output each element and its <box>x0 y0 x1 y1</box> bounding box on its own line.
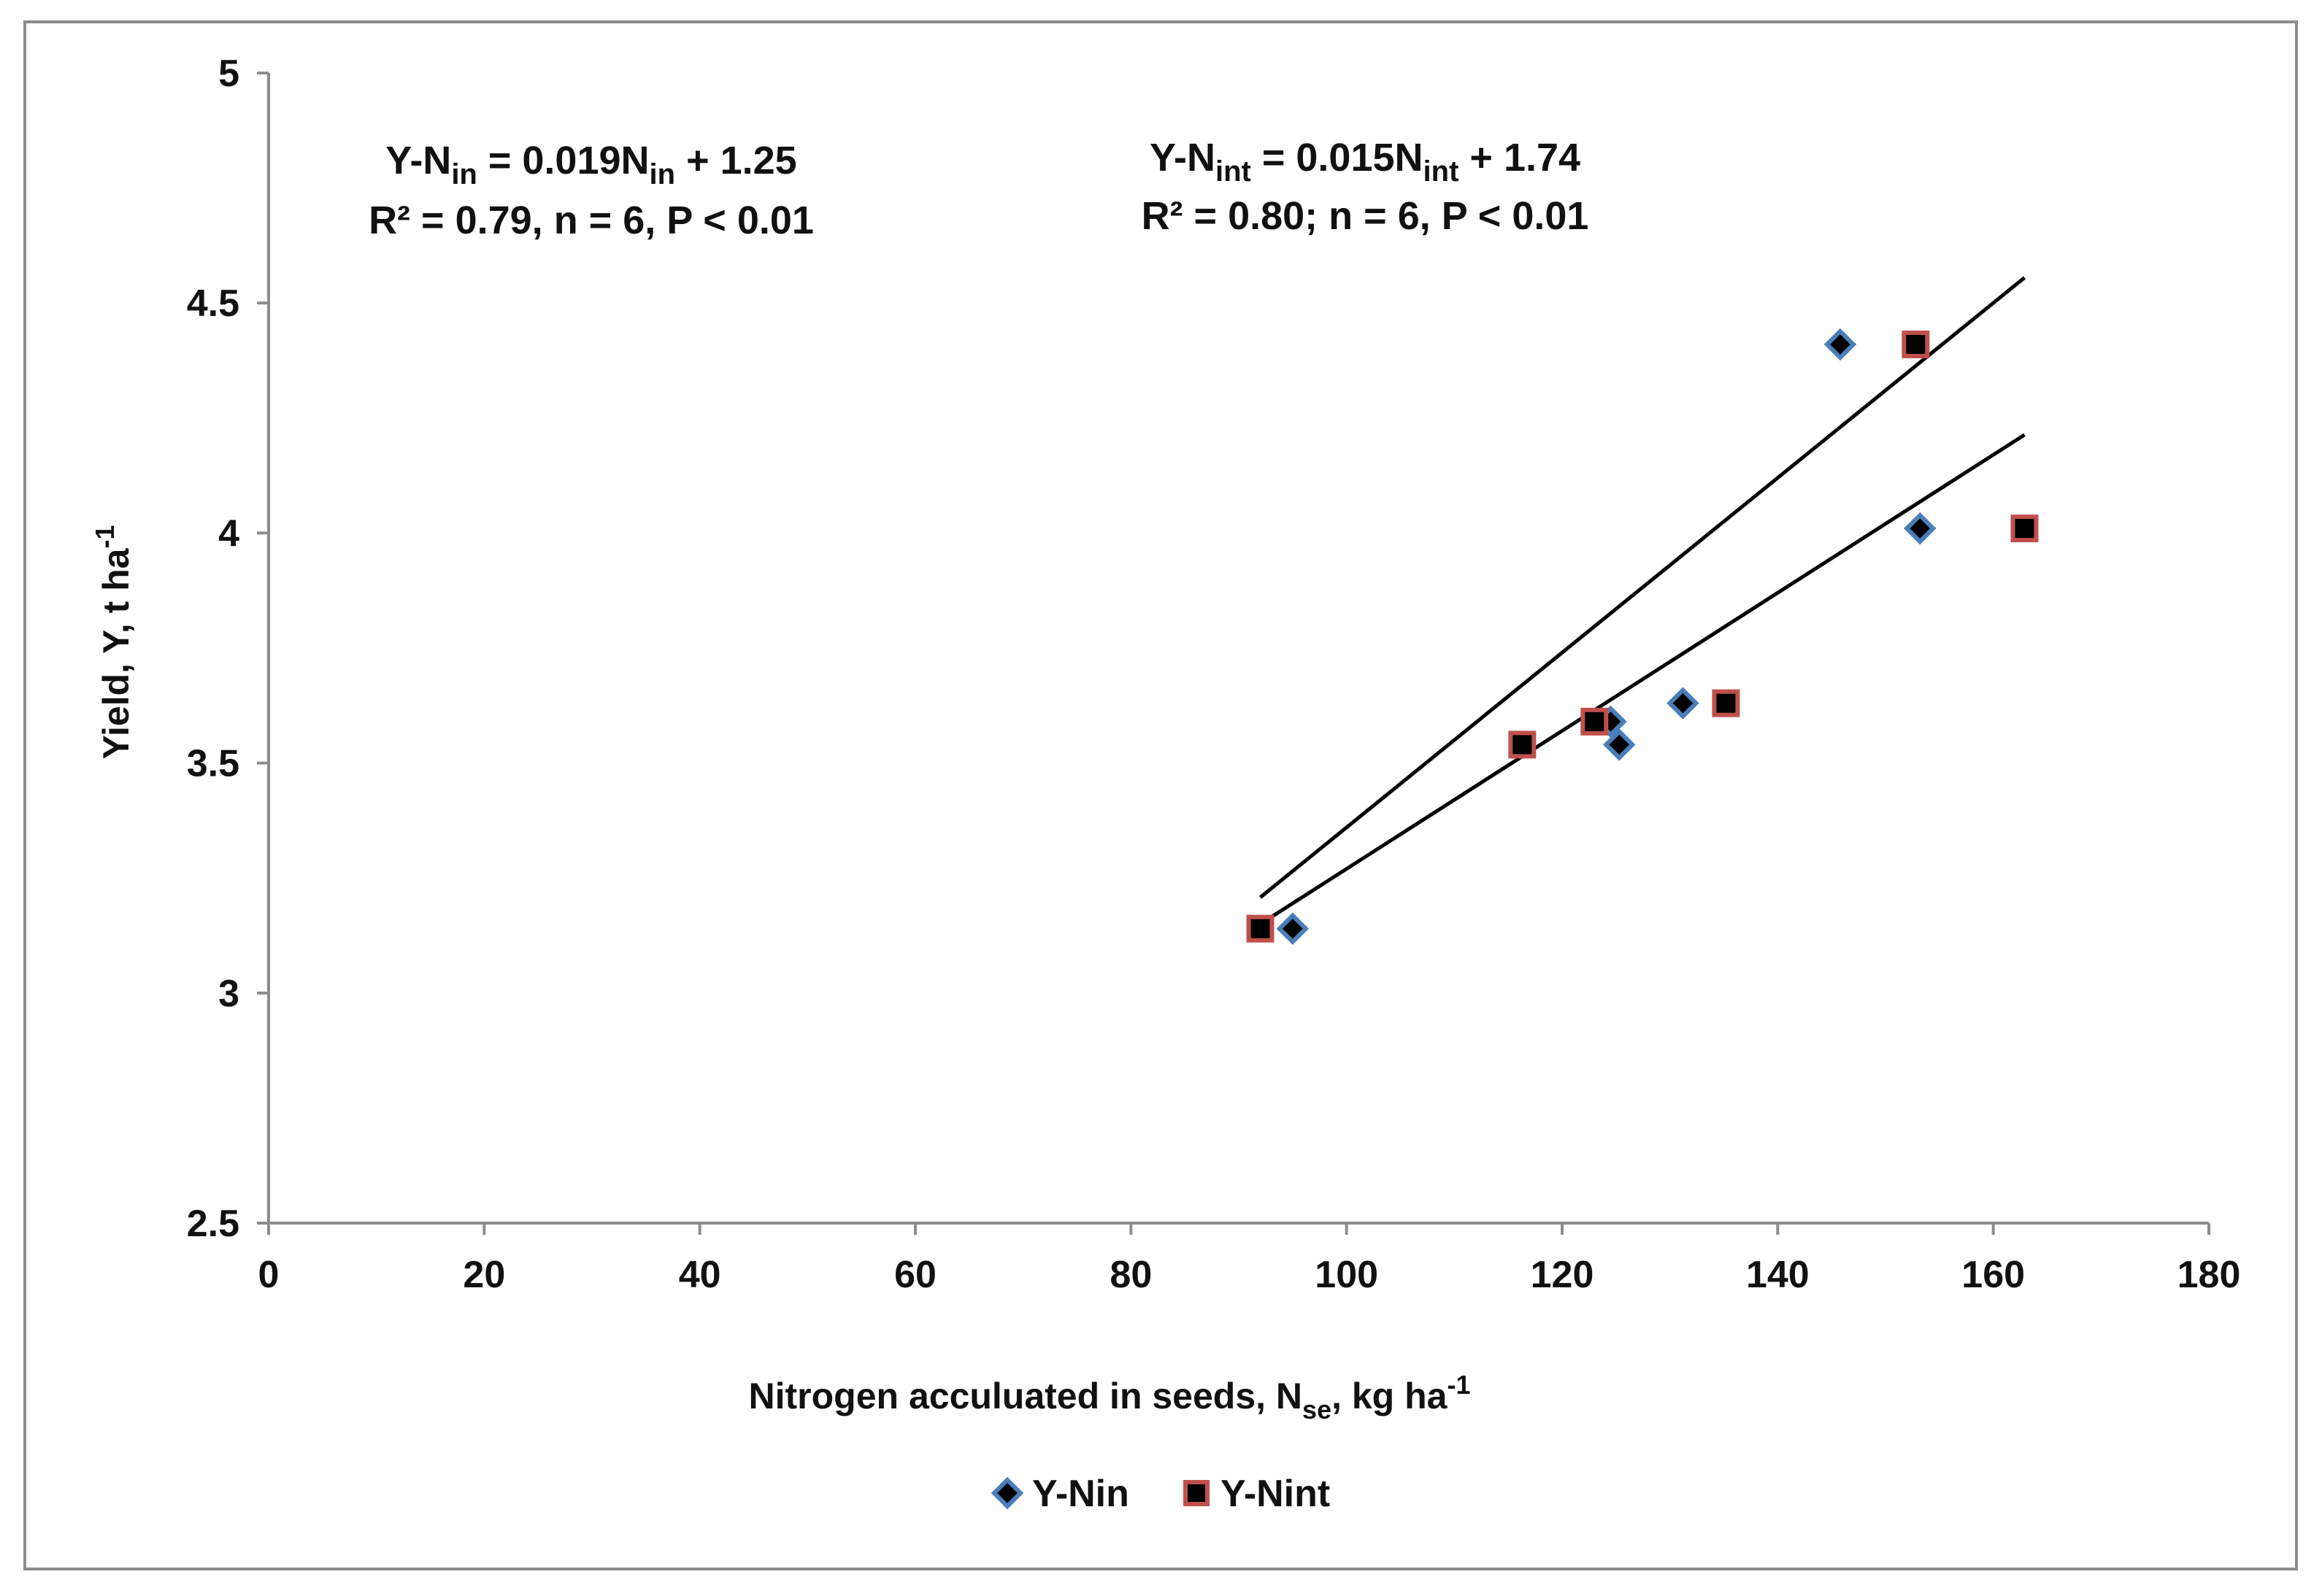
chart-border <box>23 20 2298 1570</box>
data-point-y-nin <box>1276 912 1310 945</box>
x-tick-label: 120 <box>1531 1254 1594 1296</box>
data-point-y-nin <box>1666 687 1699 720</box>
data-points <box>1246 328 2039 945</box>
legend-item-y-nint: Y-Nint <box>1183 1473 1330 1515</box>
y-tick-label: 3.5 <box>187 743 239 785</box>
x-tick-label: 100 <box>1315 1254 1378 1296</box>
data-point-y-nint <box>1246 914 1275 943</box>
legend-label-y-nin: Y-Nin <box>1032 1473 1129 1515</box>
x-tick-label: 60 <box>894 1254 937 1296</box>
data-point-y-nin <box>1904 512 1937 545</box>
equation-annotation-2: Y-Nint = 0.015Nint + 1.74 <box>1150 136 1580 188</box>
y-tick-label: 5 <box>218 53 239 95</box>
trendline-y-nint <box>1259 433 2026 926</box>
x-axis-label: Nitrogen acculuated in seeds, Nse, kg ha… <box>749 1370 1471 1425</box>
data-point-y-nint <box>1902 330 1930 358</box>
x-tick-label: 20 <box>463 1254 505 1296</box>
stats-annotation-2: R² = 0.80; n = 6, P < 0.01 <box>1142 194 1589 238</box>
legend-label-y-nint: Y-Nint <box>1220 1473 1330 1515</box>
y-tick-label: 4 <box>218 512 239 555</box>
x-tick-label: 140 <box>1746 1254 1810 1296</box>
y-tick-label: 3 <box>218 973 239 1015</box>
data-point-y-nint <box>2010 514 2039 543</box>
data-point-y-nint <box>1712 689 1740 717</box>
y-axis-label: Yield, Y, t ha-1 <box>90 525 137 759</box>
x-tick-label: 180 <box>2177 1254 2241 1296</box>
data-point-y-nin <box>1823 328 1857 361</box>
legend-item-y-nin: Y-Nin <box>991 1473 1129 1515</box>
legend: Y-Nin Y-Nint <box>991 1473 1330 1515</box>
trendline-y-nin <box>1258 276 2026 899</box>
data-point-y-nint <box>1580 707 1609 736</box>
equation-annotation-1: Y-Nin = 0.019Nin + 1.25 <box>385 139 796 190</box>
data-point-y-nint <box>1508 730 1537 759</box>
x-tick-label: 0 <box>258 1254 280 1296</box>
axes: 0 20 40 60 80 100 120 140 160 180 2.5 3 3.5 4 4.5 5 <box>187 53 2241 1296</box>
y-tick-label: 4.5 <box>187 282 239 325</box>
x-tick-label: 80 <box>1110 1254 1152 1296</box>
legend-diamond-marker <box>991 1476 1024 1510</box>
y-tick-label: 2.5 <box>187 1203 239 1245</box>
data-point-y-nin <box>1603 728 1636 761</box>
trendlines <box>1258 276 2026 926</box>
stats-annotation-1: R² = 0.79, n = 6, P < 0.01 <box>369 198 814 242</box>
x-tick-label: 160 <box>1961 1254 2025 1296</box>
x-tick-label: 40 <box>679 1254 721 1296</box>
legend-square-marker <box>1183 1480 1210 1506</box>
